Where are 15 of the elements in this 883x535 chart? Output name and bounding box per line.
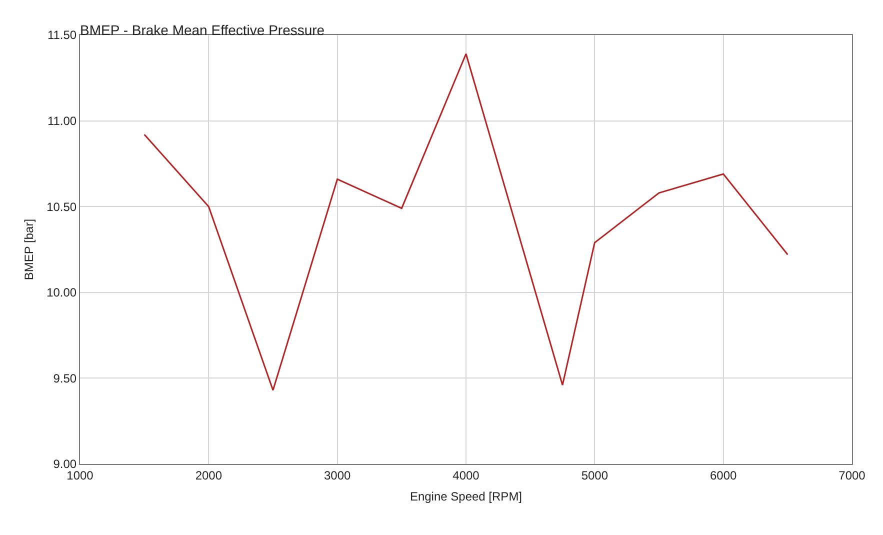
chart-title: BMEP - Brake Mean Effective Pressure [80, 22, 325, 38]
y-tick-label: 10.00 [46, 286, 77, 300]
x-tick-label: 3000 [324, 468, 351, 482]
x-tick-label: 6000 [710, 468, 737, 482]
y-tick-label: 9.50 [53, 371, 77, 386]
y-tick-label: 10.50 [46, 200, 77, 214]
x-tick-label: 5000 [581, 468, 608, 482]
x-axis-title: Engine Speed [RPM] [410, 489, 522, 504]
x-tick-label: 4000 [452, 468, 480, 482]
x-tick-label: 7000 [838, 468, 866, 482]
y-axis-title: BMEP [bar] [22, 218, 36, 280]
line-series [144, 53, 788, 391]
y-tick-label: 11.50 [47, 28, 77, 42]
x-tick-label: 2000 [195, 468, 222, 482]
y-tick-label: 11.00 [47, 114, 77, 128]
